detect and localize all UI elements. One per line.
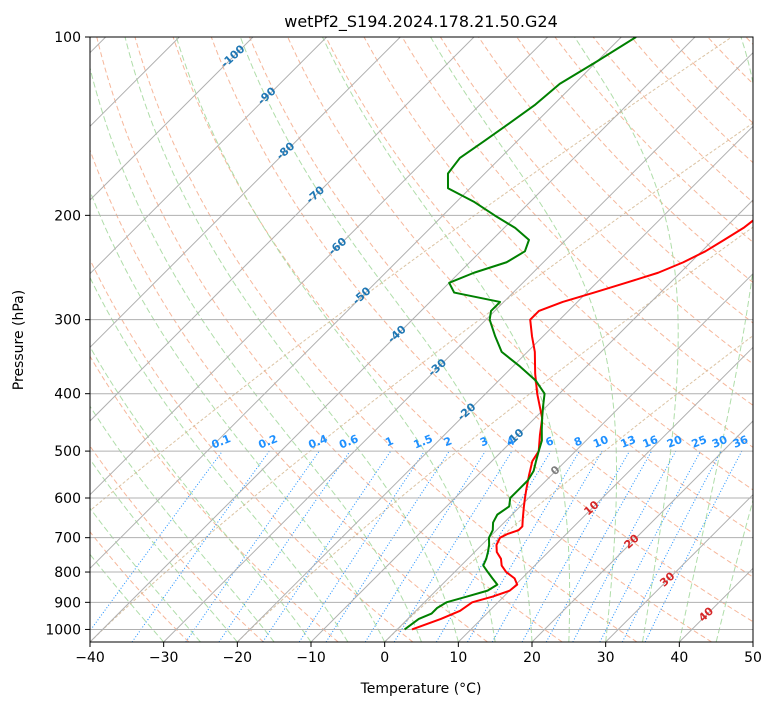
- mixing-ratio-line: [435, 450, 552, 642]
- isotherm: [752, 641, 753, 642]
- y-axis: 100 200 300 400 500 600 700 800 900 1000: [45, 30, 90, 638]
- dry-adiabat: [592, 37, 753, 203]
- mixing-ratio-label: 25: [690, 433, 709, 451]
- plot-frame: [89, 36, 754, 643]
- moist-adiabat: [90, 66, 422, 642]
- y-tick-label: 800: [54, 565, 81, 581]
- x-tick-label: 20: [523, 650, 541, 666]
- y-tick-label: 1000: [45, 622, 81, 638]
- dry-adiabat: [90, 530, 190, 642]
- isotherm: [90, 37, 475, 422]
- y-tick-label: 100: [54, 30, 81, 46]
- dry-adiabat: [96, 37, 563, 642]
- y-tick-label: 300: [54, 313, 81, 329]
- dry-adiabat: [363, 37, 753, 448]
- mixing-ratio-line: [467, 450, 580, 642]
- reference-curve: [90, 122, 753, 642]
- dry-adiabat: [90, 258, 414, 642]
- y-tick-label: 900: [54, 595, 81, 611]
- mixing-ratio-line: [491, 450, 603, 642]
- isotherm: [90, 37, 696, 642]
- moist-adiabat: [90, 507, 201, 642]
- mixing-ratio-label: 36: [731, 433, 750, 451]
- moist-adiabat: [90, 405, 275, 642]
- y-axis-title: Pressure (hPa): [11, 290, 27, 390]
- mixing-ratio-line: [393, 450, 513, 642]
- mixing-ratio-line: [90, 450, 223, 632]
- isotherm: [384, 272, 753, 642]
- profile-lines: [403, 37, 753, 631]
- moist-adiabat: [90, 553, 165, 642]
- moist-adiabat: [239, 37, 533, 642]
- x-tick-label: 10: [449, 650, 467, 666]
- plot-background: [90, 37, 753, 642]
- mixing-ratio-line: [325, 450, 450, 642]
- dry-adiabat: [287, 37, 753, 534]
- x-tick-label: 40: [670, 650, 688, 666]
- x-tick-label: 50: [744, 650, 762, 666]
- moist-adiabat: [90, 189, 386, 642]
- x-axis-title: Temperature (°C): [360, 681, 482, 697]
- dewpoint-profile: [403, 37, 637, 631]
- y-tick-label: 400: [54, 387, 81, 403]
- reference-curve: [90, 37, 733, 512]
- moist-adiabat: [430, 37, 618, 642]
- isotherm: [531, 420, 753, 642]
- mixing-ratio-label: 1: [383, 434, 395, 449]
- dry-adiabat: [90, 148, 488, 642]
- moist-adiabat: [175, 37, 496, 642]
- isotherm: [90, 37, 328, 275]
- mixing-ratio-label: 3: [478, 434, 490, 449]
- dry-adiabat: [210, 37, 753, 623]
- isotherm: [90, 37, 622, 570]
- mixing-ratio-line: [262, 450, 392, 642]
- mixing-ratio-line: [521, 450, 630, 642]
- moist-adiabat: [90, 276, 349, 642]
- mixing-ratio-label: 13: [619, 433, 638, 451]
- isotherm: [90, 37, 549, 496]
- isotherm: [90, 37, 254, 201]
- isotherm: [163, 51, 753, 642]
- isotherm: [236, 125, 753, 642]
- isotherm: [310, 199, 753, 642]
- mixing-ratio-label: 20: [665, 433, 684, 451]
- x-tick-label: 0: [380, 650, 389, 666]
- moist-adiabat: [90, 345, 312, 642]
- y-tick-label: 700: [54, 531, 81, 547]
- y-tick-label: 200: [54, 208, 81, 224]
- x-tick-label: 30: [597, 650, 615, 666]
- mixing-ratio-line: [218, 450, 351, 642]
- reference-curve: [236, 226, 753, 642]
- dry-adiabat: [516, 37, 753, 284]
- grid-lines: [90, 37, 753, 642]
- y-tick-label: 600: [54, 491, 81, 507]
- x-tick-label: −10: [296, 650, 326, 666]
- dry-adiabat: [172, 37, 712, 642]
- isotherm: [90, 37, 401, 349]
- moist-adiabat: [90, 458, 238, 642]
- dry-adiabat: [478, 37, 753, 324]
- mixing-ratio-label: 10: [591, 433, 610, 451]
- dry-adiabat: [325, 37, 753, 491]
- x-tick-label: −20: [223, 650, 253, 666]
- y-tick-label: 500: [54, 444, 81, 460]
- moist-adiabat: [678, 37, 753, 642]
- mixing-ratio-label: 8: [572, 434, 584, 449]
- moist-adiabat: [124, 37, 459, 642]
- x-axis: −40 −30 −20 −10 0 10 20 30 40 50: [75, 642, 762, 666]
- chart-title: wetPf2_S194.2024.178.21.50.G24: [284, 12, 558, 32]
- moist-adiabat: [322, 37, 571, 642]
- mixing-ratio-label: 2: [442, 434, 454, 449]
- x-tick-label: −30: [149, 650, 179, 666]
- moist-adiabat: [574, 37, 679, 642]
- mixing-ratio-line: [131, 450, 270, 642]
- x-tick-label: −40: [75, 650, 105, 666]
- mixing-ratio-label: 30: [710, 433, 729, 451]
- mixing-ratio-label: 16: [641, 433, 660, 451]
- mixing-ratio-line: [572, 450, 677, 642]
- isotherm: [605, 493, 753, 642]
- isotherm: [457, 346, 753, 642]
- dry-adiabat: [401, 37, 753, 406]
